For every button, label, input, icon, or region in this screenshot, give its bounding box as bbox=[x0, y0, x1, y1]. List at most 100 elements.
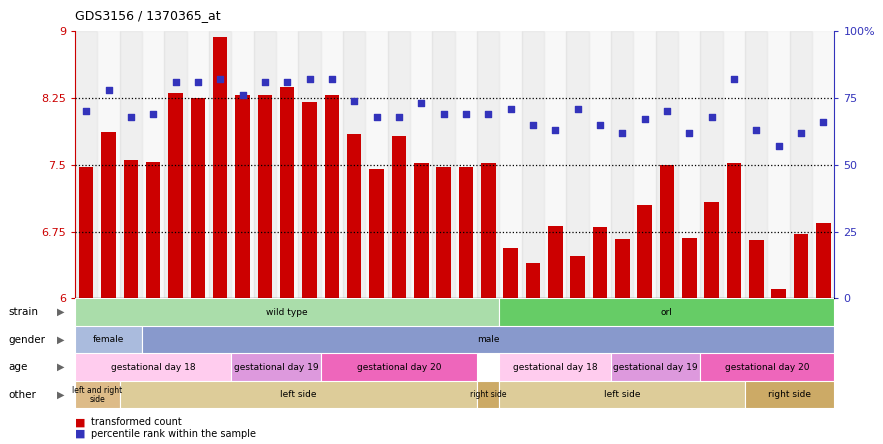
Point bbox=[392, 113, 406, 120]
Text: gestational day 19: gestational day 19 bbox=[234, 363, 319, 372]
Bar bbox=[102, 132, 116, 298]
Bar bbox=[186, 31, 209, 298]
Point bbox=[638, 116, 652, 123]
Point bbox=[526, 121, 540, 128]
Bar bbox=[321, 353, 477, 381]
Bar bbox=[75, 381, 120, 408]
Bar bbox=[682, 238, 697, 298]
Bar bbox=[321, 31, 343, 298]
Text: male: male bbox=[477, 335, 500, 344]
Bar bbox=[615, 239, 630, 298]
Bar bbox=[700, 353, 834, 381]
Point bbox=[347, 97, 361, 104]
Text: transformed count: transformed count bbox=[91, 417, 182, 428]
Bar bbox=[812, 31, 834, 298]
Text: ■: ■ bbox=[75, 417, 86, 428]
Point bbox=[258, 78, 272, 85]
Text: strain: strain bbox=[9, 307, 39, 317]
Point bbox=[325, 75, 339, 83]
Bar bbox=[678, 31, 700, 298]
Text: percentile rank within the sample: percentile rank within the sample bbox=[91, 429, 256, 439]
Bar bbox=[723, 31, 745, 298]
Point bbox=[705, 113, 719, 120]
Bar bbox=[700, 31, 723, 298]
Bar bbox=[97, 31, 120, 298]
Bar bbox=[436, 167, 451, 298]
Bar bbox=[258, 95, 272, 298]
Bar bbox=[611, 353, 700, 381]
Bar bbox=[124, 160, 138, 298]
Point bbox=[369, 113, 383, 120]
Bar bbox=[433, 31, 455, 298]
Text: left and right
side: left and right side bbox=[72, 386, 123, 404]
Bar bbox=[75, 326, 142, 353]
Bar bbox=[169, 93, 183, 298]
Bar bbox=[745, 381, 834, 408]
Text: ▶: ▶ bbox=[57, 335, 64, 345]
Text: ▶: ▶ bbox=[57, 307, 64, 317]
Bar bbox=[789, 31, 812, 298]
Text: gestational day 18: gestational day 18 bbox=[111, 363, 195, 372]
Text: gestational day 19: gestational day 19 bbox=[614, 363, 698, 372]
Bar bbox=[548, 226, 562, 298]
Bar bbox=[794, 234, 808, 298]
Bar bbox=[500, 298, 834, 326]
Text: age: age bbox=[9, 362, 28, 372]
Point bbox=[213, 75, 227, 83]
Text: GDS3156 / 1370365_at: GDS3156 / 1370365_at bbox=[75, 9, 221, 22]
Bar bbox=[388, 31, 410, 298]
Bar bbox=[705, 202, 719, 298]
Bar bbox=[231, 353, 321, 381]
Text: left side: left side bbox=[604, 390, 640, 399]
Point bbox=[280, 78, 294, 85]
Bar bbox=[235, 95, 250, 298]
Point bbox=[503, 105, 517, 112]
Point bbox=[481, 111, 495, 118]
Bar bbox=[477, 31, 500, 298]
Point bbox=[459, 111, 473, 118]
Bar bbox=[500, 381, 745, 408]
Point bbox=[816, 119, 830, 126]
Bar bbox=[280, 87, 295, 298]
Bar bbox=[767, 31, 789, 298]
Bar bbox=[75, 298, 500, 326]
Point bbox=[102, 86, 116, 93]
Bar bbox=[276, 31, 298, 298]
Bar bbox=[660, 165, 675, 298]
Point bbox=[749, 127, 763, 134]
Point bbox=[683, 129, 697, 136]
Bar bbox=[366, 31, 388, 298]
Bar bbox=[120, 381, 477, 408]
Text: left side: left side bbox=[280, 390, 317, 399]
Bar bbox=[302, 103, 317, 298]
Bar bbox=[75, 353, 231, 381]
Point bbox=[147, 111, 161, 118]
Bar bbox=[213, 37, 228, 298]
Text: wild type: wild type bbox=[267, 308, 308, 317]
Point bbox=[79, 108, 94, 115]
Bar bbox=[142, 31, 164, 298]
Bar bbox=[611, 31, 633, 298]
Point bbox=[436, 111, 450, 118]
Bar bbox=[343, 31, 366, 298]
Bar bbox=[79, 166, 94, 298]
Bar bbox=[570, 256, 585, 298]
Bar bbox=[544, 31, 566, 298]
Bar bbox=[772, 289, 786, 298]
Text: orl: orl bbox=[661, 308, 673, 317]
Point bbox=[592, 121, 607, 128]
Text: female: female bbox=[93, 335, 125, 344]
Text: gestational day 20: gestational day 20 bbox=[725, 363, 810, 372]
Text: right side: right side bbox=[768, 390, 811, 399]
Point bbox=[236, 91, 250, 99]
Bar bbox=[816, 222, 831, 298]
Bar bbox=[455, 31, 477, 298]
Bar bbox=[749, 241, 764, 298]
Bar bbox=[458, 167, 473, 298]
Point bbox=[615, 129, 630, 136]
Bar bbox=[120, 31, 142, 298]
Bar bbox=[325, 95, 339, 298]
Text: gestational day 20: gestational day 20 bbox=[357, 363, 442, 372]
Bar bbox=[638, 205, 652, 298]
Text: ▶: ▶ bbox=[57, 362, 64, 372]
